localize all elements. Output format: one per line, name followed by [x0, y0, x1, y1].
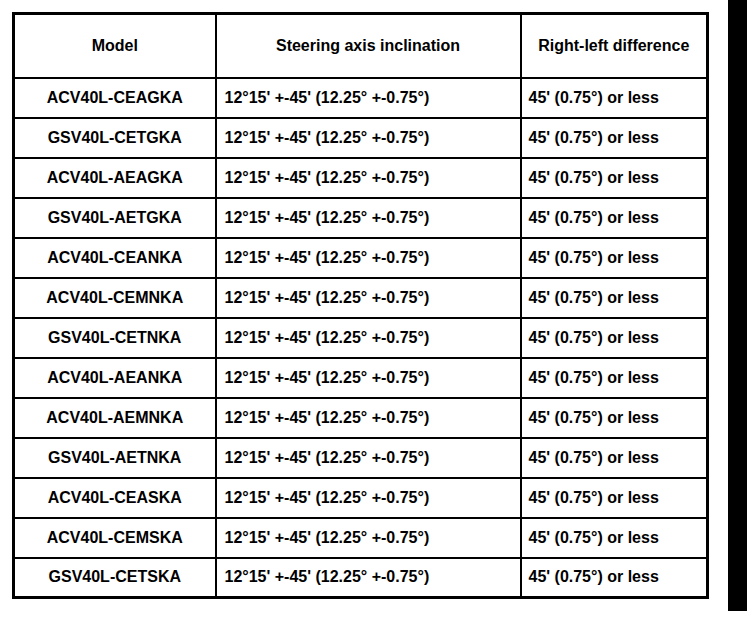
model-cell: GSV40L-CETSKA	[14, 558, 216, 598]
difference-cell: 45' (0.75°) or less	[521, 438, 708, 478]
column-header-steering-axis-inclination: Steering axis inclination	[216, 14, 521, 78]
model-cell: ACV40L-CEMNKA	[14, 278, 216, 318]
difference-cell: 45' (0.75°) or less	[521, 238, 708, 278]
inclination-cell: 12°15' +-45' (12.25° +-0.75°)	[216, 358, 521, 398]
table-row: ACV40L-AEANKA 12°15' +-45' (12.25° +-0.7…	[14, 358, 708, 398]
column-header-model: Model	[14, 14, 216, 78]
inclination-cell: 12°15' +-45' (12.25° +-0.75°)	[216, 78, 521, 118]
inclination-cell: 12°15' +-45' (12.25° +-0.75°)	[216, 238, 521, 278]
table-row: GSV40L-AETGKA 12°15' +-45' (12.25° +-0.7…	[14, 198, 708, 238]
difference-cell: 45' (0.75°) or less	[521, 558, 708, 598]
inclination-cell: 12°15' +-45' (12.25° +-0.75°)	[216, 558, 521, 598]
difference-cell: 45' (0.75°) or less	[521, 118, 708, 158]
table-row: ACV40L-CEMNKA 12°15' +-45' (12.25° +-0.7…	[14, 278, 708, 318]
table-row: GSV40L-AETNKA 12°15' +-45' (12.25° +-0.7…	[14, 438, 708, 478]
model-cell: GSV40L-AETNKA	[14, 438, 216, 478]
table-row: ACV40L-CEASKA 12°15' +-45' (12.25° +-0.7…	[14, 478, 708, 518]
model-cell: ACV40L-CEASKA	[14, 478, 216, 518]
difference-cell: 45' (0.75°) or less	[521, 318, 708, 358]
inclination-cell: 12°15' +-45' (12.25° +-0.75°)	[216, 398, 521, 438]
table-body: ACV40L-CEAGKA 12°15' +-45' (12.25° +-0.7…	[14, 78, 708, 598]
table-row: ACV40L-CEAGKA 12°15' +-45' (12.25° +-0.7…	[14, 78, 708, 118]
inclination-cell: 12°15' +-45' (12.25° +-0.75°)	[216, 118, 521, 158]
inclination-cell: 12°15' +-45' (12.25° +-0.75°)	[216, 318, 521, 358]
model-cell: ACV40L-AEMNKA	[14, 398, 216, 438]
difference-cell: 45' (0.75°) or less	[521, 198, 708, 238]
column-header-right-left-difference: Right-left difference	[521, 14, 708, 78]
model-cell: ACV40L-AEAGKA	[14, 158, 216, 198]
table-row: ACV40L-CEANKA 12°15' +-45' (12.25° +-0.7…	[14, 238, 708, 278]
table-row: ACV40L-AEAGKA 12°15' +-45' (12.25° +-0.7…	[14, 158, 708, 198]
table-row: GSV40L-CETNKA 12°15' +-45' (12.25° +-0.7…	[14, 318, 708, 358]
difference-cell: 45' (0.75°) or less	[521, 478, 708, 518]
difference-cell: 45' (0.75°) or less	[521, 398, 708, 438]
page-edge-scan-bar	[728, 0, 747, 611]
model-cell: ACV40L-CEMSKA	[14, 518, 216, 558]
model-cell: ACV40L-CEANKA	[14, 238, 216, 278]
model-cell: ACV40L-CEAGKA	[14, 78, 216, 118]
model-cell: GSV40L-CETNKA	[14, 318, 216, 358]
table-header: Model Steering axis inclination Right-le…	[14, 14, 708, 78]
difference-cell: 45' (0.75°) or less	[521, 358, 708, 398]
inclination-cell: 12°15' +-45' (12.25° +-0.75°)	[216, 158, 521, 198]
difference-cell: 45' (0.75°) or less	[521, 158, 708, 198]
table-row: GSV40L-CETSKA 12°15' +-45' (12.25° +-0.7…	[14, 558, 708, 598]
table-row: ACV40L-CEMSKA 12°15' +-45' (12.25° +-0.7…	[14, 518, 708, 558]
spec-table: Model Steering axis inclination Right-le…	[12, 12, 709, 599]
inclination-cell: 12°15' +-45' (12.25° +-0.75°)	[216, 518, 521, 558]
inclination-cell: 12°15' +-45' (12.25° +-0.75°)	[216, 278, 521, 318]
difference-cell: 45' (0.75°) or less	[521, 78, 708, 118]
model-cell: GSV40L-AETGKA	[14, 198, 216, 238]
model-cell: GSV40L-CETGKA	[14, 118, 216, 158]
difference-cell: 45' (0.75°) or less	[521, 278, 708, 318]
inclination-cell: 12°15' +-45' (12.25° +-0.75°)	[216, 438, 521, 478]
model-cell: ACV40L-AEANKA	[14, 358, 216, 398]
table-row: GSV40L-CETGKA 12°15' +-45' (12.25° +-0.7…	[14, 118, 708, 158]
inclination-cell: 12°15' +-45' (12.25° +-0.75°)	[216, 478, 521, 518]
inclination-cell: 12°15' +-45' (12.25° +-0.75°)	[216, 198, 521, 238]
difference-cell: 45' (0.75°) or less	[521, 518, 708, 558]
table-row: ACV40L-AEMNKA 12°15' +-45' (12.25° +-0.7…	[14, 398, 708, 438]
header-row: Model Steering axis inclination Right-le…	[14, 14, 708, 78]
